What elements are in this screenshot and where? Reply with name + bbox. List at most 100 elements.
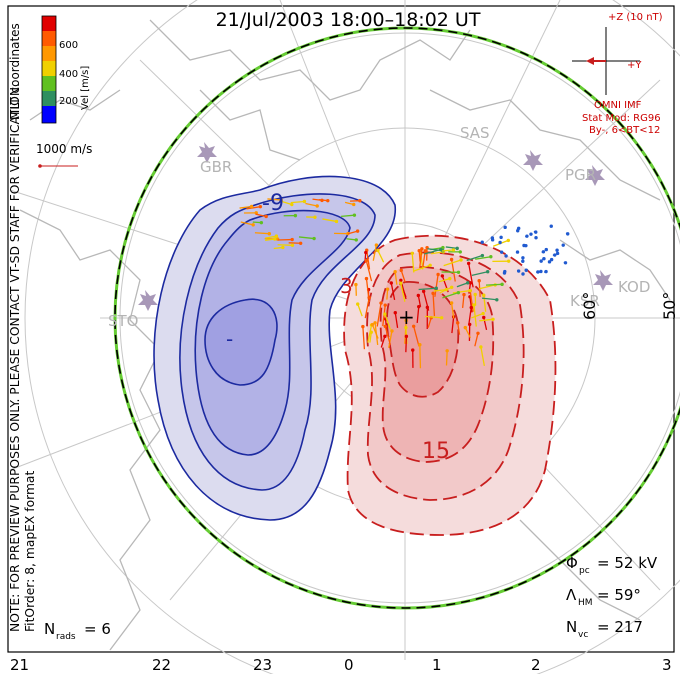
velocity-vector bbox=[480, 346, 485, 367]
velocity-vector bbox=[469, 296, 473, 313]
phi-pc-value: = 52 kV bbox=[597, 554, 658, 572]
mlt-label: 3 bbox=[662, 656, 672, 674]
velocity-vector-dot bbox=[485, 270, 490, 274]
mlt-axis: 21 22 23 0 1 2 3 bbox=[10, 656, 672, 674]
velocity-vector bbox=[369, 332, 372, 343]
velocity-vector bbox=[417, 295, 422, 307]
velocity-vector bbox=[411, 253, 415, 273]
velocity-vector-dot bbox=[390, 329, 394, 333]
velocity-vector-dot bbox=[491, 317, 495, 322]
velocity-vector-dot bbox=[399, 281, 403, 285]
lambda-hm-subscript: HM bbox=[578, 598, 593, 608]
velocity-vector-dot bbox=[476, 331, 480, 335]
velocity-vector-dot bbox=[411, 324, 416, 328]
velocity-vector bbox=[433, 288, 447, 292]
nrads-subscript: rads bbox=[56, 632, 76, 642]
velocity-vector-dot bbox=[445, 349, 449, 353]
velocity-vector bbox=[400, 270, 406, 283]
velocity-vector-dot bbox=[451, 248, 456, 252]
velocity-vector-dot bbox=[352, 213, 357, 217]
velocity-vector bbox=[441, 249, 454, 252]
velocity-vector-dot bbox=[506, 238, 511, 243]
velocity-vector bbox=[443, 259, 462, 267]
velocity-vector bbox=[418, 250, 421, 262]
velocity-vector-dot bbox=[506, 259, 511, 263]
velocity-vector-dot bbox=[258, 204, 263, 209]
mlt-label: 2 bbox=[531, 656, 541, 674]
velocity-vector bbox=[367, 324, 373, 343]
velocity-vector bbox=[468, 307, 472, 325]
velocity-vector-dot bbox=[482, 315, 486, 320]
positive-convection-cell bbox=[343, 234, 557, 536]
velocity-vector-dot bbox=[374, 243, 379, 247]
nvc-symbol: N bbox=[566, 618, 577, 636]
velocity-vector-dot bbox=[479, 345, 483, 349]
velocity-vector-dot bbox=[521, 259, 525, 263]
velocity-vector-dot bbox=[499, 250, 504, 254]
velocity-vector-dot bbox=[499, 235, 503, 240]
map-title: 21/Jul/2003 18:00–18:02 UT bbox=[216, 9, 481, 31]
velocity-vector bbox=[362, 326, 366, 350]
velocity-vector-dot bbox=[370, 322, 375, 327]
contour-label-positive-3: 3 bbox=[340, 274, 353, 298]
velocity-vector-dot bbox=[293, 213, 298, 218]
velocity-vector bbox=[400, 283, 406, 302]
velocity-vector-dot bbox=[404, 325, 408, 330]
velocity-vector bbox=[418, 287, 437, 291]
velocity-vector-dot bbox=[354, 282, 358, 287]
velocity-vector-dot bbox=[416, 293, 421, 298]
imf-stat-model: Stat Mod: RG96 bbox=[582, 113, 661, 124]
velocity-vector-dot bbox=[544, 247, 548, 252]
latitude-label-60: 60° bbox=[580, 292, 599, 320]
velocity-vector-dot bbox=[393, 311, 397, 315]
contour-label-positive-15: 15 bbox=[422, 439, 450, 464]
velocity-vector bbox=[371, 324, 379, 339]
velocity-vector bbox=[377, 250, 385, 263]
velocity-vector-dot bbox=[428, 263, 432, 267]
velocity-vector-dot bbox=[448, 276, 452, 281]
velocity-vector-dot bbox=[561, 243, 565, 247]
velocity-vector-dot bbox=[566, 232, 570, 236]
velocity-vector bbox=[479, 318, 494, 322]
mlt-label: 0 bbox=[344, 656, 354, 674]
station-label: GBR bbox=[200, 158, 232, 176]
velocity-vector bbox=[394, 312, 399, 328]
velocity-vector-dot bbox=[274, 234, 279, 238]
velocity-vector-dot bbox=[411, 348, 415, 352]
velocity-vector bbox=[471, 271, 488, 277]
velocity-vector bbox=[457, 322, 461, 335]
velocity-vector-dot bbox=[473, 292, 477, 297]
station-label: SAS bbox=[460, 124, 490, 142]
latitude-label-50: 50° bbox=[660, 292, 679, 320]
velocity-vector bbox=[305, 202, 318, 207]
velocity-vector bbox=[281, 200, 293, 206]
velocity-vector bbox=[413, 264, 431, 272]
velocity-vector-dot bbox=[290, 237, 294, 242]
velocity-vector-dot bbox=[466, 261, 471, 266]
phi-pc-symbol: Φ bbox=[566, 554, 578, 572]
coastlines bbox=[19, 19, 671, 651]
velocity-vector-dot bbox=[502, 271, 507, 275]
velocity-vector bbox=[424, 315, 442, 319]
velocity-vector-dot bbox=[469, 305, 473, 310]
velocity-vector-dot bbox=[423, 249, 427, 253]
velocity-vector bbox=[473, 304, 477, 327]
velocity-vector-dot bbox=[515, 250, 520, 254]
velocity-vector-dot bbox=[383, 334, 387, 339]
velocity-vector-dot bbox=[399, 278, 403, 283]
velocity-vector bbox=[376, 302, 382, 327]
velocity-vector-dot bbox=[463, 325, 467, 330]
velocity-vector-dot bbox=[555, 248, 559, 252]
velocity-vector-dot bbox=[383, 312, 387, 316]
velocity-vector bbox=[277, 244, 293, 246]
velocity-vector bbox=[485, 283, 503, 286]
velocity-vector bbox=[405, 336, 408, 353]
velocity-vector bbox=[452, 289, 471, 294]
velocity-vector bbox=[464, 327, 472, 339]
velocity-vector bbox=[427, 248, 443, 252]
velocity-vector-dot bbox=[290, 243, 295, 247]
velocity-vector-dot bbox=[449, 257, 454, 262]
velocity-vector-dot bbox=[455, 246, 459, 251]
heppner-maynard-boundary-dashes bbox=[114, 27, 680, 609]
